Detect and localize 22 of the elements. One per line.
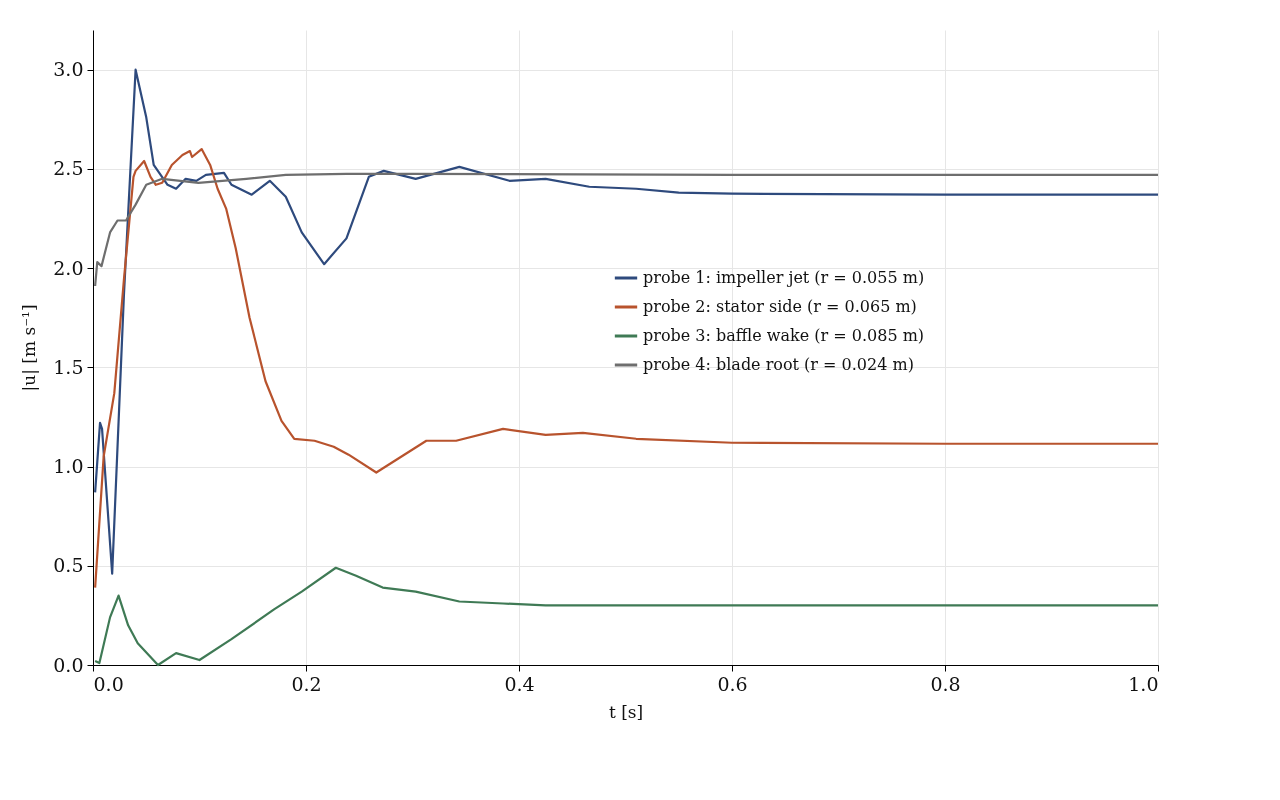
x-tick-label: 0.8 (930, 672, 961, 695)
line-series (94, 172, 1160, 288)
y-tick-label: 0.0 (53, 653, 84, 676)
legend-label: probe 2: stator side (r = 0.065 m) (643, 297, 917, 316)
y-tick-label: 2.0 (53, 256, 84, 279)
x-tick-label: 0.4 (504, 672, 535, 695)
legend-label: probe 1: impeller jet (r = 0.055 m) (643, 268, 925, 287)
x-tick-label: 0.2 (291, 672, 322, 695)
line-series (94, 147, 1160, 589)
y-tick-label: 1.5 (53, 355, 84, 378)
x-tick-label: 0.0 (93, 672, 124, 695)
legend-label: probe 3: baffle wake (r = 0.085 m) (643, 326, 925, 345)
y-tick-label: 0.5 (53, 554, 84, 577)
x-axis-title: t [s] (608, 701, 644, 722)
x-tick-label: 0.6 (717, 672, 748, 695)
y-tick-label: 2.5 (53, 157, 84, 180)
x-tick-label: 1.0 (1128, 672, 1159, 695)
legend-label: probe 4: blade root (r = 0.024 m) (643, 355, 914, 374)
y-tick-label: 1.0 (53, 455, 84, 478)
y-axis-title: |u| [m s⁻¹] (19, 304, 40, 392)
y-tick-label: 3.0 (53, 58, 84, 81)
line-series (94, 68, 1160, 575)
